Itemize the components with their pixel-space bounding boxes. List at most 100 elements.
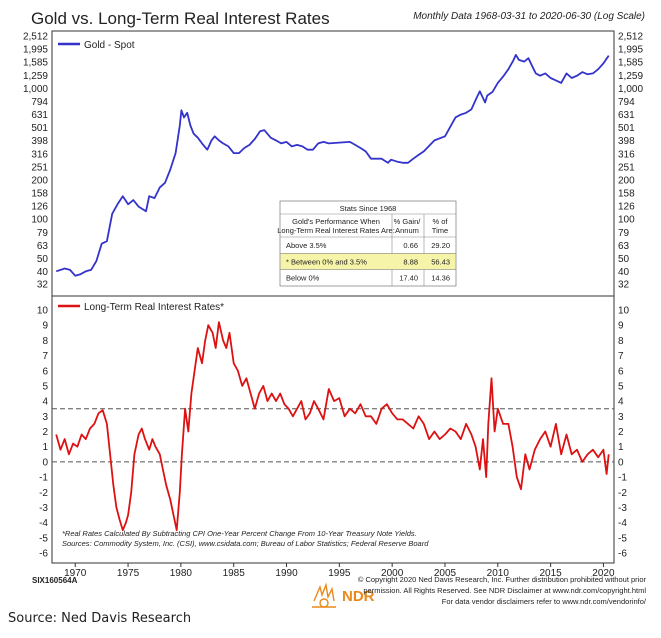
gold-y-tick-label-right: 2,512 [618,32,643,43]
rate-y-tick-label-right: 2 [618,427,624,438]
rate-y-tick-label-left: 10 [37,306,49,317]
threshold-lines [52,408,614,463]
stats-row-highlight [280,253,456,270]
chart-code: SIX160564A [32,576,78,585]
rate-y-tick-label-left: 4 [42,397,48,408]
rate-y-tick-label-left: 8 [42,336,48,347]
gold-y-tick-label-left: 50 [37,254,49,265]
gold-legend: Gold - Spot [58,40,135,51]
stats-title: Stats Since 1968 [340,204,397,213]
gold-y-tick-label-right: 1,259 [618,71,643,82]
gold-y-tick-label-right: 50 [618,254,630,265]
rates-panel-frame [51,295,615,564]
gold-y-tick-label-left: 200 [31,175,48,186]
gold-y-tick-label-left: 794 [31,97,48,108]
rate-y-tick-label-right: 8 [618,336,624,347]
gold-y-tick-label-left: 100 [31,215,48,226]
rate-legend: Long-Term Real Interest Rates* [58,302,224,313]
gold-y-tick-label-right: 32 [618,280,630,291]
x-tick-label: 2020 [592,568,615,579]
gold-y-tick-label-left: 158 [31,189,48,200]
gold-y-tick-label-left: 251 [31,162,48,173]
x-tick-label: 2005 [434,568,457,579]
x-tick-label: 2015 [539,568,562,579]
copyright-line-3: For data vendor disclaimers refer to www… [442,597,647,606]
stats-row-label: Above 3.5% [286,241,327,250]
ndr-logo: NDR [312,582,375,608]
x-tick-label: 1995 [328,568,351,579]
rate-y-tick-label-right: 1 [618,442,624,453]
ndr-logo-text: NDR [342,588,375,605]
gold-y-tick-label-left: 126 [31,202,48,213]
rate-y-tick-label-right: -1 [618,473,627,484]
rate-y-tick-label-left: 1 [42,442,48,453]
stats-row-label: Below 0% [286,274,320,283]
rate-legend-label: Long-Term Real Interest Rates* [84,302,224,313]
gold-y-tick-label-left: 1,000 [23,84,48,95]
rate-y-tick-label-right: -5 [618,533,627,544]
rate-y-tick-label-left: -5 [39,533,48,544]
stats-col2-header-line1: % Gain/ [394,217,422,226]
rate-y-tick-label-right: 9 [618,321,624,332]
stats-col2-header-line2: Annum [395,226,419,235]
rate-y-tick-label-right: 0 [618,457,624,468]
rate-y-tick-label-right: 5 [618,381,624,392]
stats-row-time: 29.20 [431,241,450,250]
x-tick-label: 1990 [275,568,298,579]
rate-y-tick-label-left: 9 [42,321,48,332]
gold-legend-label: Gold - Spot [84,40,135,51]
gold-y-tick-label-right: 631 [618,110,635,121]
gold-y-axis-right: 2,512 1,995 1,585 1,259 1,000 794 631 501 398 316… [618,32,643,291]
x-tick-label: 1980 [170,568,193,579]
gold-y-tick-label-left: 1,995 [23,45,48,56]
rate-series [55,321,610,532]
stats-row-time: 14.36 [431,274,450,283]
gold-y-tick-label-left: 40 [37,267,49,278]
rate-y-tick-label-right: -3 [618,503,627,514]
gold-y-tick-label-right: 158 [618,189,635,200]
rate-y-tick-label-left: -2 [39,488,48,499]
rate-y-tick-label-right: 3 [618,412,624,423]
gold-y-tick-label-right: 1,585 [618,58,643,69]
gold-y-tick-label-left: 2,512 [23,32,48,43]
gold-y-tick-label-left: 1,259 [23,71,48,82]
gold-y-tick-label-left: 32 [37,280,49,291]
rate-y-tick-label-left: 3 [42,412,48,423]
copyright-line-2: permission. All Rights Reserved. See NDR… [363,586,646,595]
gold-y-tick-label-right: 40 [618,267,630,278]
gold-y-tick-label-right: 316 [618,149,635,160]
gold-y-tick-label-right: 100 [618,215,635,226]
gold-y-tick-label-left: 1,585 [23,58,48,69]
gold-y-tick-label-right: 398 [618,136,635,147]
rate-y-tick-label-right: -6 [618,549,627,560]
rate-y-tick-label-left: -3 [39,503,48,514]
stats-table: Stats Since 1968 Gold's Performance When… [277,200,457,287]
stats-col1-header-line2: Long-Term Real Interest Rates Are: [277,226,395,235]
gold-y-tick-label-left: 79 [37,228,49,239]
gold-y-tick-label-right: 126 [618,202,635,213]
gold-series [55,54,610,277]
gold-y-tick-label-right: 200 [618,175,635,186]
gold-y-tick-label-right: 251 [618,162,635,173]
x-tick-label: 1975 [117,568,140,579]
gold-y-tick-label-right: 79 [618,228,630,239]
gold-y-tick-label-right: 1,995 [618,45,643,56]
stats-row-gain: 8.88 [403,257,418,266]
rate-y-tick-label-right: 4 [618,397,624,408]
rate-y-tick-label-left: -1 [39,473,48,484]
gold-y-tick-label-right: 794 [618,97,635,108]
stats-col3-header-line2: Time [432,226,448,235]
x-tick-label: 2000 [381,568,404,579]
stats-row-gain: 17.40 [399,274,418,283]
gold-y-tick-label-left: 63 [37,241,49,252]
stats-row-label: * Between 0% and 3.5% [286,257,367,266]
source-caption: Source: Ned Davis Research [8,611,192,626]
gold-y-tick-label-left: 631 [31,110,48,121]
rate-y-tick-label-left: 0 [42,457,48,468]
gold-y-tick-label-left: 398 [31,136,48,147]
x-tick-label: 2010 [487,568,510,579]
stats-row-time: 56.43 [431,257,450,266]
